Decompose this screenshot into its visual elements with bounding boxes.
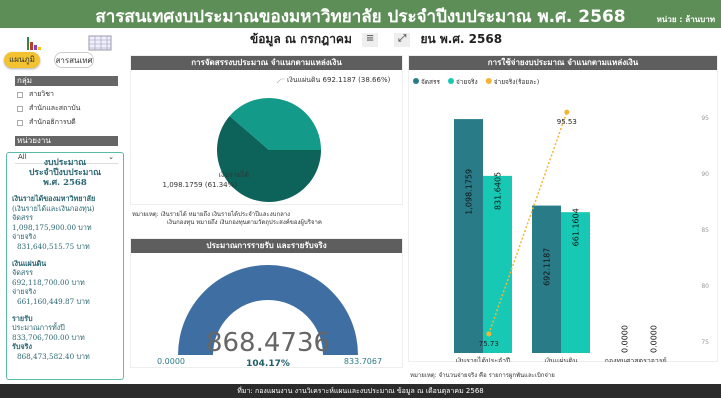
bar-data-label: 692.1187: [543, 248, 552, 286]
gauge-percent: 104.17%: [246, 359, 290, 368]
gauge-max: 833.7067: [344, 357, 382, 366]
gauge-value: 868.4736: [206, 328, 330, 358]
gauge-min: 0.0000: [157, 357, 185, 366]
y2-tick-label: 95: [701, 115, 709, 122]
bar-alloc: [454, 119, 483, 353]
bar-panel: การใช้จ่ายงบประมาณ จำแนกตามแหล่งเงิน จัด…: [408, 55, 718, 374]
legend-marker: [485, 78, 492, 84]
percent-point: [564, 109, 570, 115]
bar-title: การใช้จ่ายงบประมาณ จำแนกตามแหล่งเงิน: [409, 56, 717, 70]
gauge-chart: 868.4736 0.0000 833.7067 104.17%: [157, 265, 382, 369]
bar-note: หมายเหตุ: จำนวนจ่ายจริง คือ รายการผูกพัน…: [410, 372, 555, 379]
bar-data-label: 1,098.1759: [465, 169, 474, 215]
percent-label: 75.73: [479, 340, 499, 348]
unit-filter-title: หน่วยงาน: [15, 136, 118, 146]
filter-icon[interactable]: ≡: [362, 32, 379, 47]
bar-data-label: 0.0000: [621, 325, 630, 353]
expand-icon[interactable]: ⤢: [394, 32, 411, 47]
x-tick-label: กองทุนศาสตราจารย์...: [605, 357, 674, 362]
legend-marker: [413, 78, 419, 84]
bar-chart-icon[interactable]: [24, 35, 48, 51]
percent-label: 95.53: [557, 118, 577, 126]
table-icon[interactable]: [88, 35, 112, 51]
filter-sidebar: กลุ่ม สายวิชา สำนักและสถาบัน สำนักอธิการ…: [0, 70, 128, 164]
pie-title: การจัดสรรงบประมาณ จำแนกตามแหล่งเงิน: [131, 56, 402, 70]
percent-line: [488, 111, 568, 335]
pie-slice-income[interactable]: [217, 116, 321, 202]
pie-slice-gov[interactable]: [229, 98, 321, 150]
y2-tick-label: 80: [701, 283, 709, 290]
legend-label: จัดสรร: [421, 78, 440, 86]
y2-tick-label: 90: [701, 171, 709, 178]
bar-data-label: 0.0000: [650, 325, 659, 353]
legend-label: จ่ายจริง: [456, 78, 478, 86]
x-tick-label: เงินแผ่นดิน: [544, 357, 578, 362]
unit-dropdown[interactable]: All ⌄: [15, 150, 118, 164]
group-filter-title: กลุ่ม: [15, 76, 118, 86]
pie-label-income-value: 1,098.1759 (61.34%): [163, 181, 238, 189]
footer-source: ที่มา: กองแผนงาน งานวิเคราะห์แผนและงบประ…: [0, 384, 721, 398]
bar-chart: จัดสรร จ่ายจริง จ่ายจริง(ร้อยละ) 75 80 85 90 9…: [413, 78, 709, 374]
percent-point: [486, 331, 492, 337]
bar-spent: [561, 212, 590, 353]
chevron-down-icon: ⌄: [108, 153, 114, 161]
gauge-arc: [178, 265, 358, 355]
subtitle-right: ยน พ.ศ. 2568: [420, 32, 503, 46]
gauge-title: ประมาณการรายรับ และรายรับจริง: [131, 239, 402, 253]
bar-spent: [483, 175, 512, 353]
legend-marker: [447, 78, 454, 84]
y2-tick-label: 85: [701, 227, 709, 234]
pie-note: หมายเหตุ: เงินรายได้ หมายถึง เงินรายได้ป…: [132, 211, 322, 226]
unit-label: หน่วย : ล้านบาท: [656, 15, 715, 24]
pie-label-gov: เงินแผ่นดิน 692.1187 (38.66%): [287, 76, 391, 84]
x-tick-label: เงินรายได้ประจำปี: [456, 356, 511, 362]
legend: จัดสรร จ่ายจริง จ่ายจริง(ร้อยละ): [413, 78, 539, 86]
group-checkbox[interactable]: สำนักและสถาบัน: [17, 103, 128, 114]
data-date-subtitle: ข้อมูล ณ กรกฎาคม ≡ ⤢ ยน พ.ศ. 2568: [250, 30, 502, 49]
group-checkbox[interactable]: สายวิชา: [17, 89, 128, 100]
legend-label: จ่ายจริง(ร้อยละ): [494, 78, 540, 86]
header-bar: สารสนเทศงบประมาณของมหาวิทยาลัย ประจำปีงบ…: [0, 0, 721, 28]
pie-chart: เงินแผ่นดิน 692.1187 (38.66%) เงินรายได้…: [163, 76, 391, 202]
pie-label-income: เงินรายได้: [219, 170, 249, 179]
chart-tab-button[interactable]: แผนภูมิ: [4, 52, 40, 68]
bar-data-label: 831.6405: [494, 172, 503, 210]
group-checkbox[interactable]: สำนักอธิการบดี: [17, 117, 128, 128]
bar-alloc: [532, 205, 561, 353]
page-title: สารสนเทศงบประมาณของมหาวิทยาลัย ประจำปีงบ…: [95, 7, 626, 27]
pie-panel: การจัดสรรงบประมาณ จำแนกตามแหล่งเงิน เงิน…: [130, 55, 403, 205]
subtitle-left: ข้อมูล ณ กรกฎาคม: [250, 32, 352, 46]
bar-data-label: 661.1604: [572, 208, 581, 246]
info-tab-button[interactable]: สารสนเทศ: [54, 52, 94, 68]
gauge-panel: ประมาณการรายรับ และรายรับจริง 868.4736 0…: [130, 238, 403, 369]
y2-tick-label: 75: [701, 339, 709, 346]
summary-card: งบประมาณ ประจำปีงบประมาณ พ.ศ. 2568 เงินราย…: [6, 152, 124, 380]
